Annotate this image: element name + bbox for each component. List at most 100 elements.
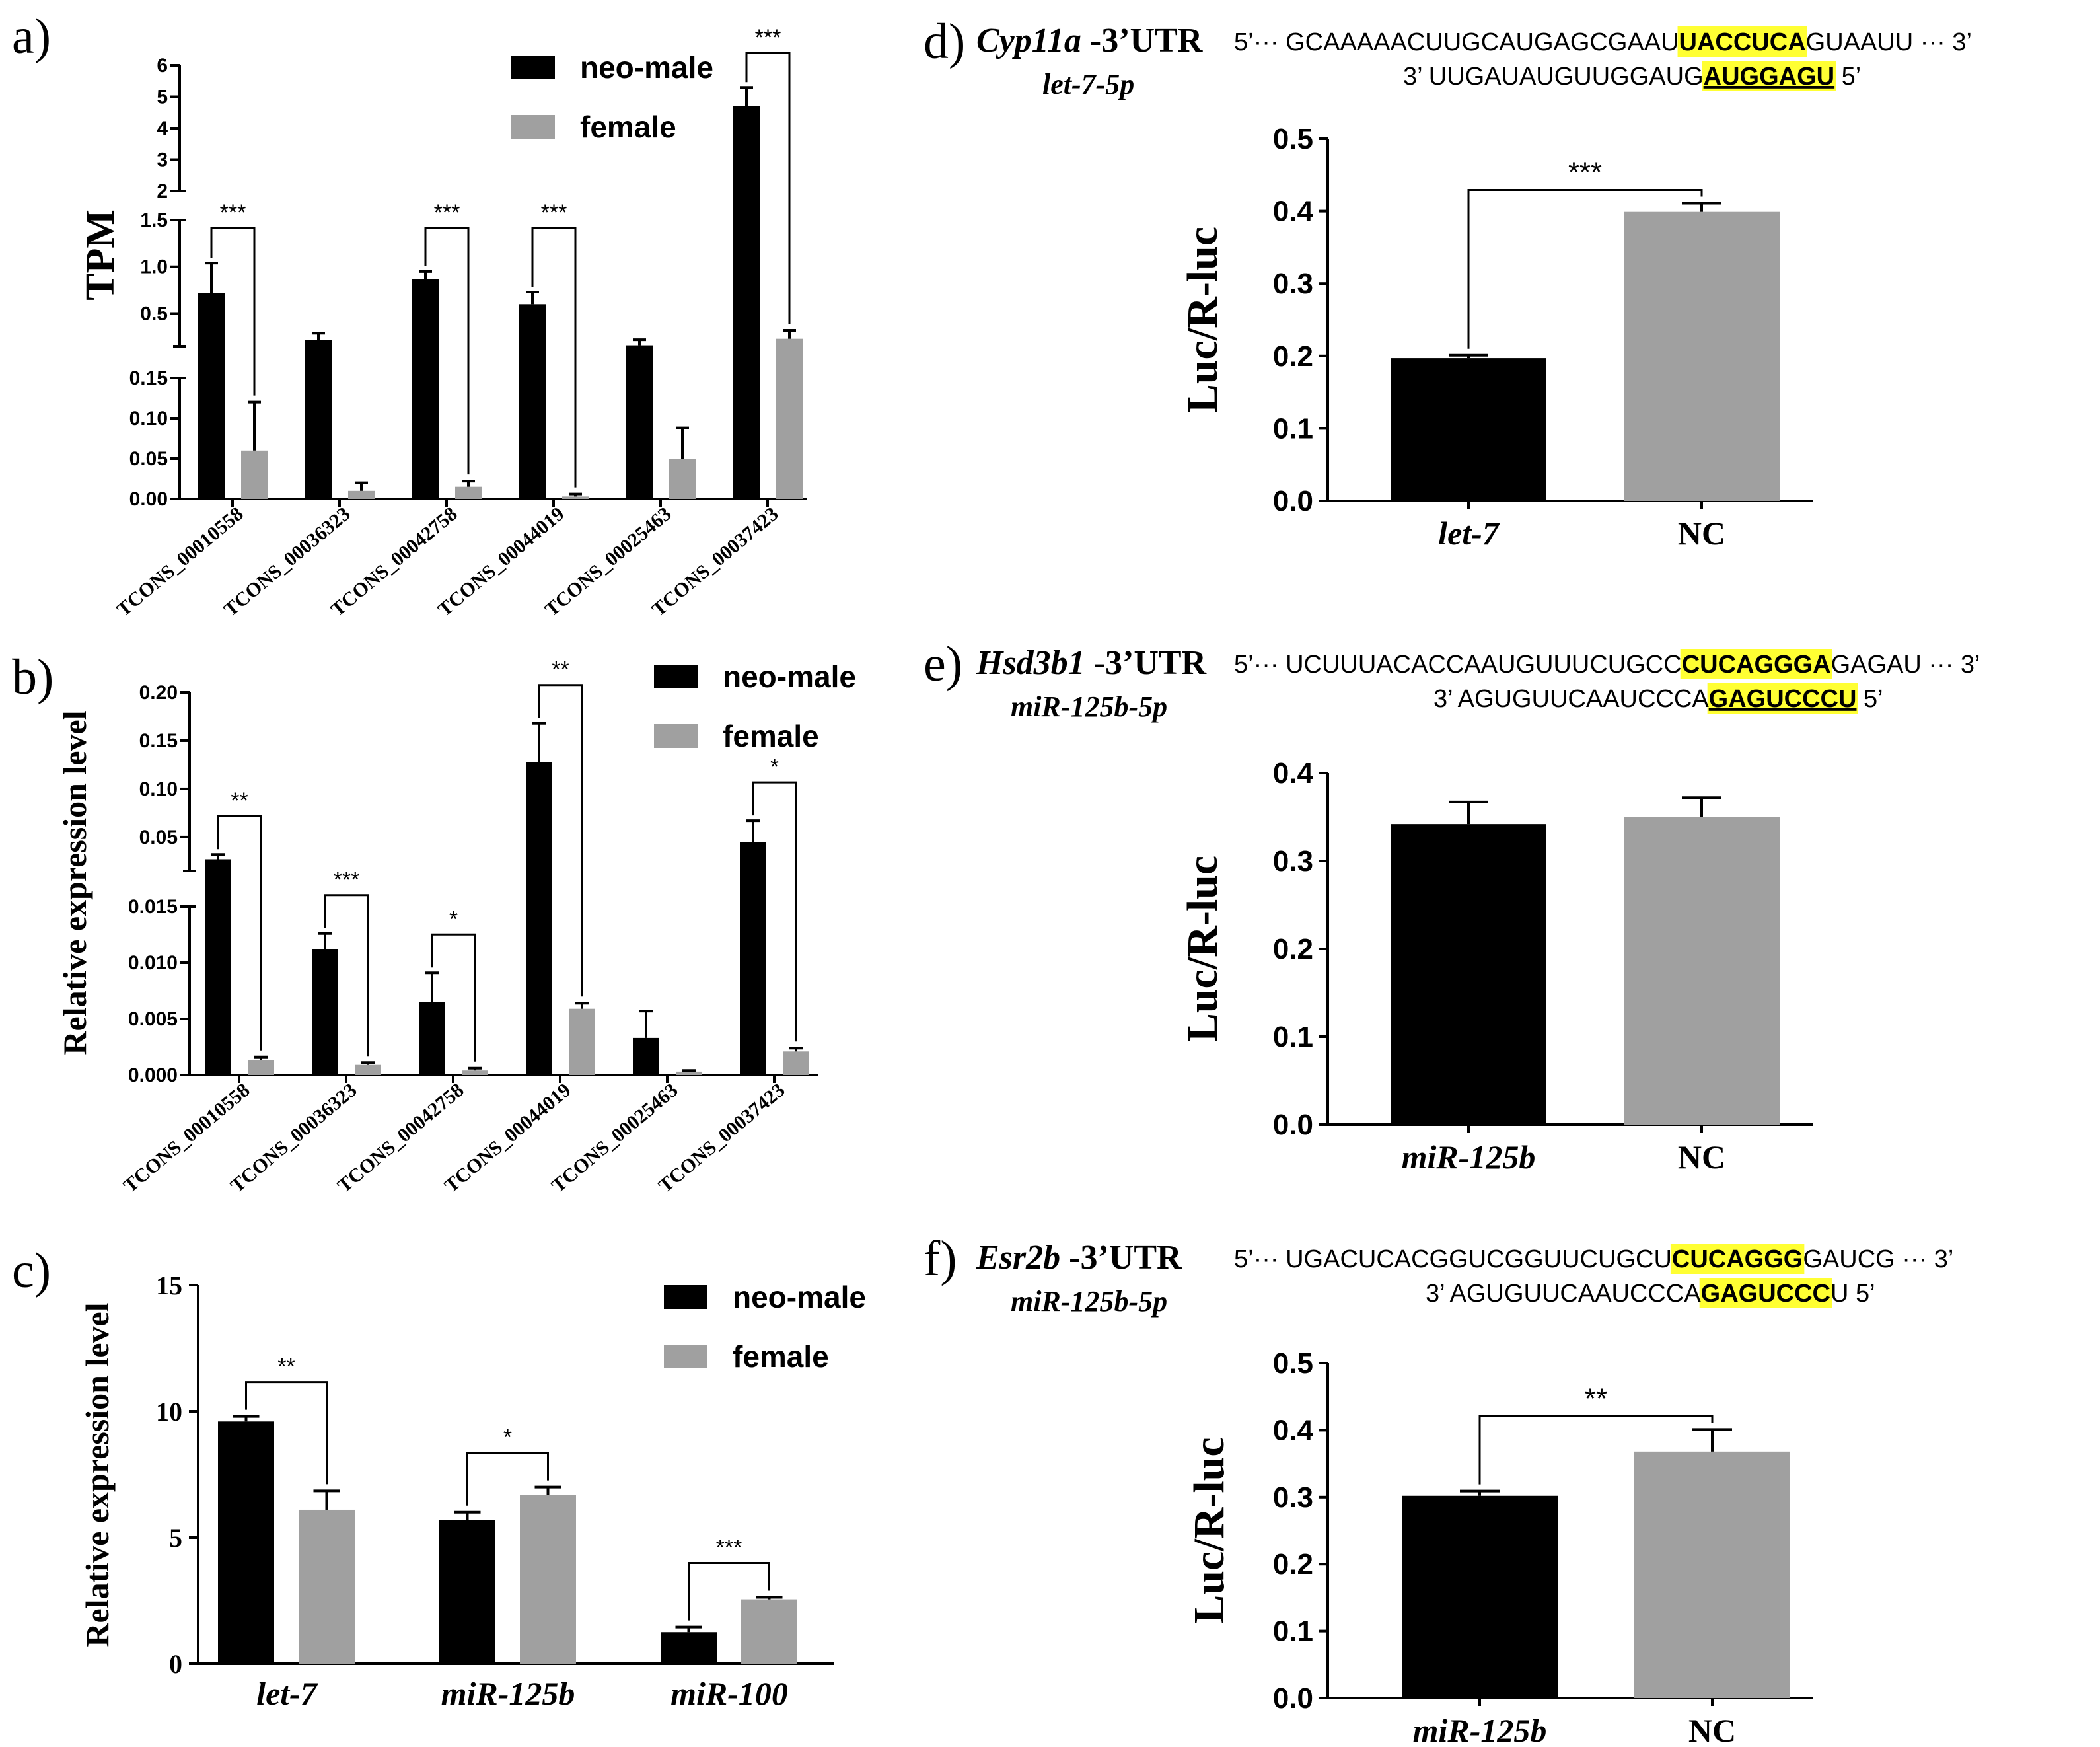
panel-d-gene-title: Cyp11a -3’UTR	[976, 22, 1204, 59]
panel-d-xtick-label-nc: NC	[1678, 515, 1725, 552]
panel-a-bar-female-tcons-00010558	[241, 450, 268, 499]
panel-f-target-seq-prefix: 5’··· UGACUCACGGUCGGUUCUGCU	[1234, 1245, 1672, 1273]
panel-d-mirna-seq-prefix: 3’ UUGAUAUGUUGGAUG	[1403, 63, 1704, 91]
panel-d-mirna-seq: 3’ UUGAUAUGUUGGAUGAUGGAGU 5’	[1403, 63, 1861, 91]
panel-f-gene-name: Esr2b	[976, 1239, 1060, 1277]
panel-e-target-seq: 5’··· UCUUUACACCAAUGUUUCUGCCCUCAGGGAGAGA…	[1234, 651, 1980, 679]
panel-d-target-seq-seed: UACCUCA	[1679, 28, 1806, 56]
panel-c-bar-female-let-7	[299, 1509, 355, 1664]
panel-a-bar-neo-male-tcons-00037423	[733, 106, 760, 499]
panel-f-ytick-label: 0.3	[1273, 1481, 1313, 1514]
panel-f-sig	[1478, 1415, 1714, 1485]
panel-d-bar-nc	[1624, 211, 1780, 501]
panel-c-bar-neo-male-mir-125b	[439, 1520, 495, 1664]
panel-c-label: c)	[12, 1243, 51, 1298]
panel-f-mirna-seq: 3’ AGUGUUCAAUCCCAGAGUCCCU 5’	[1426, 1280, 1875, 1308]
panel-a-bar-female-tcons-00025463	[669, 459, 696, 499]
panel-b-ytick-label: 0.10	[139, 778, 178, 800]
panel-e-target-seq-prefix: 5’··· UCUUUACACCAAUGUUUCUGCC	[1234, 651, 1682, 679]
panel-c-ylabel: Relative expression level	[79, 1302, 116, 1647]
panel-b-sig-tcons-00036323	[324, 894, 369, 1057]
panel-a-bar-neo-male-tcons-00025463	[626, 345, 653, 499]
panel-f-bar-mir-125b	[1402, 1495, 1558, 1698]
panel-d-mirna-seq-suffix: 5’	[1834, 63, 1861, 91]
panel-a-ytick-label: 6	[157, 55, 168, 77]
panel-f-mirna-seq-suffix: U 5’	[1830, 1280, 1875, 1308]
panel-f-utr-label: -3’UTR	[1060, 1239, 1182, 1277]
panel-c-sig-let-7	[245, 1381, 328, 1485]
panel-d-mirna-seq-seed: AUGGAGU	[1704, 63, 1834, 91]
panel-d-seed-highlight	[1702, 61, 1836, 91]
panel-a-ytick-label: 2	[157, 180, 168, 202]
panel-e-target-seq-suffix: GAGAU ··· 3’	[1831, 651, 1980, 679]
panel-c-xtick-label-mir-100: miR-100	[670, 1675, 788, 1712]
panel-a-bar-female-tcons-00037423	[776, 338, 803, 499]
panel-a-ytick-label: 5	[157, 87, 168, 108]
panel-e-mirna-seq-seed: GAGUCCCU	[1709, 685, 1857, 713]
panel-e-mirna-seq: 3’ AGUGUUCAAUCCCAGAGUCCCU 5’	[1433, 685, 1883, 713]
panel-d-ytick-label: 0.0	[1273, 485, 1313, 517]
panel-d-ylabel: Luc/R-luc	[1178, 227, 1227, 413]
panel-c-sig-mir-125b	[466, 1452, 549, 1506]
panel-e-target-seq-seed: CUCAGGGA	[1682, 651, 1831, 679]
panel-d-ytick-label: 0.3	[1273, 268, 1313, 300]
panel-e: e) Hsd3b1 -3’UTR miR-125b-5p 5’··· UCUUUACA…	[923, 636, 1980, 1175]
panel-e-mirna-seq-prefix: 3’ AGUGUUCAAUCCCA	[1433, 685, 1709, 713]
panel-a-ylabel: TPM	[78, 209, 123, 301]
panel-d-ytick-label: 0.1	[1273, 412, 1313, 445]
panel-e-ytick-label: 0.1	[1273, 1021, 1313, 1053]
panel-b-ytick-label: 0.05	[139, 827, 178, 848]
panel-a-ytick-label: 0.05	[129, 448, 168, 470]
panel-f-target-seq: 5’··· UGACUCACGGUCGGUUCUGCUCUCAGGGGAUCG …	[1234, 1245, 1953, 1273]
panel-b-sig-tcons-00042758	[431, 933, 476, 1062]
panel-c-xtick-label-let-7: let-7	[256, 1675, 318, 1712]
panel-b-ytick-label: 0.015	[128, 896, 178, 918]
panel-a-legend-label-neo-male: neo-male	[580, 50, 713, 85]
panel-d-mirna-name: let-7-5p	[1042, 68, 1134, 100]
panel-d-bar-let-7	[1391, 358, 1546, 501]
panel-e-utr-label: -3’UTR	[1085, 644, 1208, 682]
panel-c-sig-mir-100	[688, 1562, 770, 1621]
panel-d-ytick-label: 0.4	[1273, 196, 1314, 228]
panel-a-legend-swatch-neo-male	[511, 56, 555, 79]
panel-e-gene-title: Hsd3b1 -3’UTR	[976, 644, 1208, 682]
panel-e-ytick-label: 0.4	[1273, 757, 1314, 790]
panel-b-bar-neo-male-tcons-00037423	[740, 842, 766, 1075]
panel-a-ytick-label: 1.0	[140, 256, 168, 278]
panel-b-bar-female-tcons-00010558	[248, 1060, 274, 1075]
panel-a-ytick-label: 3	[157, 149, 168, 171]
panel-c-sig-mir-125b-label: *	[503, 1425, 512, 1450]
panel-e-ytick-label: 0.0	[1273, 1109, 1313, 1141]
panel-b-bar-female-tcons-00025463	[676, 1071, 702, 1075]
panel-d: d) Cyp11a -3’UTR let-7-5p 5’··· GCAAAAACUUG…	[923, 14, 1972, 552]
panel-d-utr-label: -3’UTR	[1081, 22, 1204, 59]
panel-c-legend-swatch-neo-male	[664, 1285, 707, 1309]
panel-a-sig-tcons-00010558-label: ***	[220, 200, 246, 225]
panel-f-sig-label: **	[1585, 1382, 1607, 1415]
panel-f-ytick-label: 0.4	[1273, 1414, 1314, 1446]
panel-c-ytick-label: 5	[169, 1523, 182, 1553]
panel-f-ytick-label: 0.2	[1273, 1548, 1313, 1580]
panel-c-bar-female-mir-125b	[520, 1495, 576, 1664]
panel-d-sig-label: ***	[1568, 157, 1602, 189]
panel-b-sig-tcons-00010558	[217, 815, 262, 1051]
panel-a-bar-neo-male-tcons-00036323	[305, 340, 332, 499]
panel-f-target-seq-suffix: GAUCG ··· 3’	[1803, 1245, 1953, 1273]
panel-b-sig-tcons-00037423	[752, 781, 797, 1042]
panel-f-ytick-label: 0.1	[1273, 1616, 1313, 1648]
panel-b-sig-tcons-00044019	[538, 684, 583, 997]
panel-e-bar-mir-125b	[1391, 824, 1546, 1125]
panel-b-legend-swatch-female	[654, 724, 698, 748]
panel-e-ylabel: Luc/R-luc	[1178, 856, 1227, 1042]
panel-d-xtick-label-let-7: let-7	[1438, 515, 1500, 552]
panel-e-seed-highlight	[1680, 649, 1832, 679]
panel-b-bar-neo-male-tcons-00044019	[526, 762, 552, 1075]
panel-b: b) 0.000 0.005 0.010 0.015 0.05 0.10 0.15 0.20 Re…	[12, 650, 856, 1197]
panel-a-label: a)	[12, 9, 51, 64]
panel-b-bar-female-tcons-00037423	[783, 1051, 809, 1075]
panel-a-sig-tcons-00042758-label: ***	[434, 200, 460, 225]
panel-a-bar-neo-male-tcons-00010558	[198, 293, 225, 499]
panel-b-bar-neo-male-tcons-00010558	[205, 859, 231, 1075]
